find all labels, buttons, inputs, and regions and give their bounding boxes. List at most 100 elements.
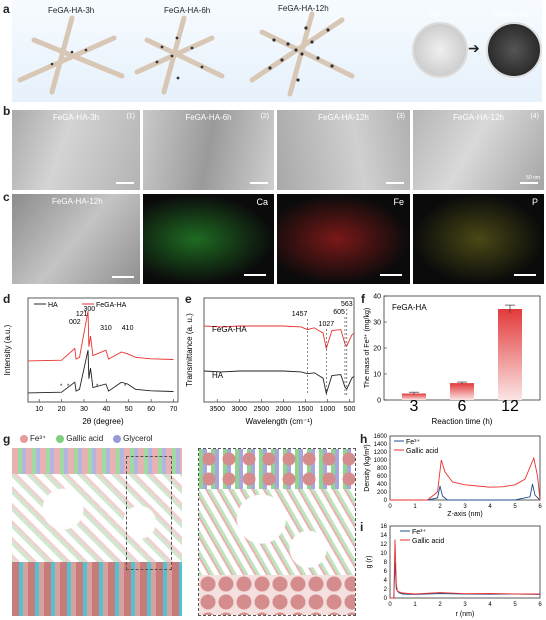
panel-label-b: b — [3, 104, 11, 118]
x-tick-label: 50 — [125, 406, 133, 413]
x-axis-label: Z-axis (nm) — [447, 511, 482, 518]
x-tick-label: 6 — [538, 504, 542, 510]
ftir-chart: Transmittance (a. u.) Wavelength (cm⁻¹) … — [185, 297, 356, 426]
y-tick-label: 1400 — [374, 442, 388, 448]
element-label: Ca — [256, 197, 268, 207]
caption-a2: FeGA-HA-6h — [164, 6, 211, 15]
x-tick-label: 70 — [170, 406, 178, 413]
y-tick-label: 6 — [384, 569, 388, 575]
y-tick-label: 4 — [384, 578, 388, 584]
series-line-ha — [203, 370, 355, 396]
y-tick-label: 2 — [384, 587, 388, 593]
x-axis-label: Wavelength (cm⁻¹) — [245, 417, 312, 426]
panel-label-f: f — [361, 292, 365, 306]
caption-a3: FeGA-HA-12h — [278, 4, 329, 13]
x-tick-label: 2 — [438, 602, 442, 608]
peak-label: 605 — [333, 309, 345, 316]
series-line-fe — [390, 561, 541, 599]
series-line-ha — [27, 350, 174, 394]
x-tick-label: 3000 — [232, 406, 248, 413]
tem-image-b3: FeGA-HA-12h (3) — [277, 110, 410, 190]
ha-powder-circle — [412, 22, 468, 78]
legend-label: Fe³⁺ — [406, 439, 421, 446]
legend-item-gallic-acid: Gallic acid — [56, 434, 103, 443]
peak-label: 1457 — [292, 311, 308, 318]
y-tick-label: 800 — [377, 466, 388, 472]
peak-label: 1027 — [319, 321, 335, 328]
bar — [450, 383, 474, 400]
x-tick-label: 12 — [501, 398, 519, 415]
caption-a1: FeGA-HA-3h — [48, 6, 95, 15]
element-label: P — [531, 197, 538, 207]
md-legend: Fe³⁺ Gallic acid Glycerol — [20, 434, 152, 443]
series-label: FeGA-HA — [212, 325, 247, 334]
y-tick-label: 1000 — [374, 458, 388, 464]
x-tick-label: 4 — [488, 504, 492, 510]
panel-label-a: a — [3, 2, 10, 16]
peak-label: 410 — [122, 325, 134, 332]
legend-label: HA — [48, 302, 58, 309]
peak-label: 563 — [341, 301, 353, 308]
panel-label-e: e — [185, 292, 192, 306]
tem-caption: FeGA-HA-12h — [52, 197, 103, 206]
tem-image-c: FeGA-HA-12h — [12, 194, 140, 284]
peak-marker-star: * — [67, 384, 70, 390]
y-tick-label: 1200 — [374, 450, 388, 456]
x-axis-label: Reaction time (h) — [432, 417, 493, 426]
series-line-gallic-acid — [390, 539, 540, 599]
panel-label-g: g — [3, 432, 11, 446]
series-line-gallic-acid — [390, 456, 541, 501]
scale-bar — [380, 274, 402, 276]
x-tick-label: 3 — [463, 602, 467, 608]
scale-text: 50 nm — [526, 175, 540, 181]
tem-index: (4) — [530, 113, 539, 120]
panel-label-d: d — [3, 292, 11, 306]
md-snapshot-overview — [12, 448, 182, 616]
x-tick-label: 5 — [513, 504, 517, 510]
series-line-fe — [390, 483, 541, 501]
x-tick-label: 2000 — [276, 406, 292, 413]
x-tick-label: 3 — [410, 398, 419, 415]
scale-bar — [116, 182, 134, 184]
x-tick-label: 30 — [80, 406, 88, 413]
y-tick-label: 12 — [380, 542, 387, 548]
bar — [402, 393, 426, 400]
x-tick-label: 3 — [463, 504, 467, 510]
x-tick-label: 0 — [388, 602, 392, 608]
panel-a-schematic: FeGA-HA-3h FeGA-HA-6h FeGA-HA-12h HA ➔ F… — [12, 0, 542, 102]
tem-image-b4: FeGA-HA-12h (4) 50 nm — [413, 110, 544, 190]
y-tick-label: 40 — [373, 294, 381, 301]
x-tick-label: 10 — [35, 406, 43, 413]
x-tick-label: 2500 — [254, 406, 270, 413]
tem-caption: FeGA-HA-6h — [185, 113, 232, 122]
x-axis-label: 2θ (degree) — [82, 417, 124, 426]
chart-title: FeGA-HA — [392, 303, 427, 312]
tem-caption: FeGA-HA-3h — [52, 113, 100, 122]
x-axis-label: r (nm) — [456, 611, 475, 618]
x-tick-label: 6 — [458, 398, 467, 415]
x-tick-label: 6 — [538, 602, 542, 608]
tem-caption: FeGA-HA-12h — [318, 113, 369, 122]
peak-marker-star: * — [96, 384, 99, 390]
bar — [498, 309, 522, 400]
peak-marker-star: * — [60, 384, 63, 390]
series-line-fega-ha — [27, 311, 174, 362]
y-axis-label: The mass of Fe³⁺ (mg/kg) — [364, 308, 371, 388]
y-tick-label: 0 — [384, 498, 388, 504]
legend-item-glycerol: Glycerol — [113, 434, 152, 443]
y-tick-label: 16 — [380, 524, 387, 530]
scale-bar — [386, 182, 404, 184]
zoom-box-outline — [126, 456, 172, 570]
scale-bar — [520, 182, 538, 184]
xrd-chart: Intensity (a.u.) 2θ (degree) 10 20 30 40 50 6… — [3, 297, 179, 426]
panel-label-i: i — [360, 520, 364, 534]
legend-item-fe: Fe³⁺ — [20, 434, 46, 443]
x-tick-label: 1 — [413, 602, 417, 608]
y-axis-label: Transmittance (a. u.) — [185, 313, 194, 387]
y-tick-label: 8 — [384, 560, 388, 566]
circle-label-ha: HA — [430, 10, 442, 19]
scale-bar — [250, 182, 268, 184]
y-tick-label: 10 — [380, 551, 387, 557]
y-tick-label: 200 — [377, 490, 388, 496]
